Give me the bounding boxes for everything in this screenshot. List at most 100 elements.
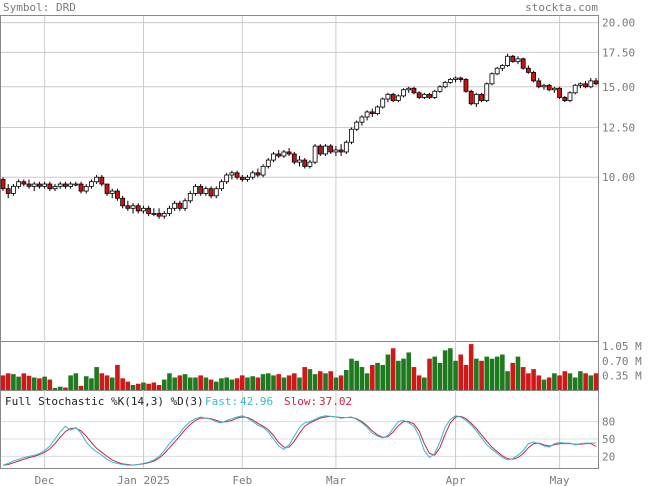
candle-body bbox=[224, 174, 230, 183]
volume-bar bbox=[182, 374, 188, 390]
candle-body bbox=[354, 121, 360, 130]
candle bbox=[57, 181, 63, 189]
volume-bar bbox=[385, 354, 391, 390]
candle bbox=[115, 188, 120, 201]
volume-bar bbox=[562, 371, 568, 390]
candle-body bbox=[219, 181, 224, 190]
candle bbox=[317, 144, 323, 156]
candle-body bbox=[427, 93, 432, 98]
candle-body bbox=[505, 55, 510, 66]
volume-bar bbox=[99, 373, 105, 390]
candle-body bbox=[453, 77, 458, 80]
volume-bar bbox=[333, 377, 339, 390]
slow-line bbox=[2, 415, 597, 466]
candle bbox=[286, 148, 292, 156]
candle-body bbox=[343, 141, 349, 153]
candle bbox=[213, 186, 219, 199]
candle bbox=[515, 56, 521, 65]
symbol-label: Symbol: DRD bbox=[3, 1, 76, 14]
candle-body bbox=[271, 153, 276, 161]
volume-bar bbox=[135, 383, 141, 390]
candle-body bbox=[63, 183, 68, 187]
volume-bar bbox=[588, 375, 594, 390]
candle bbox=[468, 89, 474, 106]
volume-bar bbox=[567, 373, 573, 390]
candle bbox=[68, 181, 74, 189]
candle bbox=[328, 144, 334, 154]
candle bbox=[193, 184, 198, 196]
candle-body bbox=[531, 71, 536, 82]
candle bbox=[323, 144, 328, 156]
candle bbox=[234, 170, 240, 180]
price-tick-label: 20.00 bbox=[602, 17, 635, 30]
candle-body bbox=[375, 106, 380, 115]
candle-body bbox=[130, 205, 136, 209]
volume-bar bbox=[31, 377, 37, 390]
candle bbox=[11, 184, 16, 196]
volume-bar bbox=[187, 377, 193, 390]
candle-body bbox=[432, 90, 438, 98]
candle bbox=[141, 205, 146, 214]
volume-bar bbox=[323, 373, 328, 390]
candle-body bbox=[572, 84, 578, 94]
candle bbox=[177, 200, 183, 211]
candle bbox=[94, 175, 100, 185]
volume-tick-label: 0.35 M bbox=[602, 369, 642, 382]
candle bbox=[151, 208, 157, 217]
volume-bar bbox=[47, 379, 53, 390]
volume-bar bbox=[151, 382, 157, 390]
volume-bar bbox=[593, 373, 599, 390]
date-axis: Dec Jan 2025 Feb Mar Apr May bbox=[35, 474, 570, 486]
candle-body bbox=[16, 181, 22, 187]
candle-body bbox=[47, 183, 53, 190]
candle bbox=[83, 184, 89, 194]
price-tick-label: 10.00 bbox=[602, 171, 635, 184]
volume-bar bbox=[432, 356, 438, 390]
volume-bar bbox=[172, 377, 177, 390]
volume-bar bbox=[338, 375, 344, 390]
candle-body bbox=[156, 213, 162, 217]
volume-bar bbox=[396, 360, 401, 390]
volume-bar bbox=[234, 378, 240, 390]
volume-axis: 1.05 M 0.70 M0.35 M bbox=[602, 340, 642, 382]
candle-body bbox=[515, 58, 521, 62]
date-tick-label: Apr bbox=[446, 474, 466, 486]
volume-bar bbox=[318, 371, 323, 390]
candle bbox=[26, 179, 32, 189]
candle-body bbox=[317, 145, 323, 155]
candle bbox=[390, 92, 396, 103]
candle bbox=[161, 210, 167, 219]
date-tick-label: Mar bbox=[326, 474, 346, 486]
candle-body bbox=[557, 87, 562, 98]
candle-body bbox=[239, 176, 245, 180]
stochastic-panel bbox=[0, 390, 599, 469]
price-tick-label: 12.50 bbox=[602, 121, 635, 134]
volume-bar bbox=[474, 358, 479, 390]
volume-bar bbox=[104, 375, 110, 390]
volume-bar bbox=[52, 387, 58, 390]
candle bbox=[239, 175, 245, 182]
candle bbox=[156, 208, 162, 219]
candle-body bbox=[31, 183, 37, 187]
candle bbox=[265, 158, 271, 169]
candle-body bbox=[286, 151, 292, 155]
candle-body bbox=[172, 202, 178, 209]
candle-body bbox=[291, 153, 297, 163]
candle bbox=[536, 78, 542, 89]
volume-bar bbox=[526, 373, 531, 390]
volume-bar bbox=[390, 348, 396, 390]
candle-body bbox=[593, 80, 599, 85]
volume-bar bbox=[255, 377, 261, 390]
candle-body bbox=[89, 181, 94, 187]
volume-bar bbox=[500, 354, 505, 390]
candle-body bbox=[5, 188, 11, 194]
volume-bar bbox=[78, 385, 84, 390]
volume-bar bbox=[203, 377, 209, 390]
candle-body bbox=[302, 159, 308, 167]
candle-body bbox=[125, 205, 131, 209]
volume-bar bbox=[344, 369, 349, 390]
candle bbox=[416, 91, 422, 100]
stochastic-tick-label: 80 bbox=[602, 416, 615, 429]
volume-bar bbox=[312, 374, 318, 390]
candle bbox=[172, 200, 178, 211]
